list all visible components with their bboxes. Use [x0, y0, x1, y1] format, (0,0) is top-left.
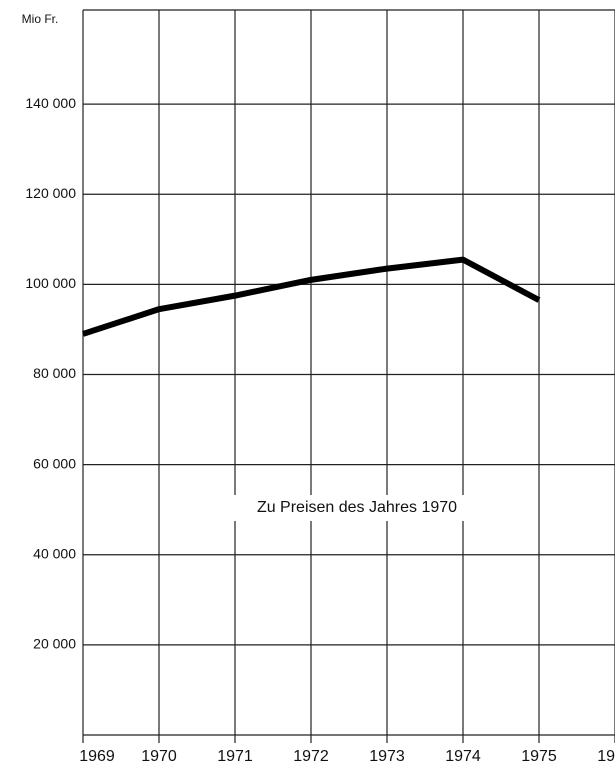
y-axis-label: Mio Fr.	[22, 12, 59, 26]
y-tick-label: 120 000	[25, 185, 76, 201]
x-tick-label: 1969	[79, 748, 115, 765]
annotation-background	[202, 495, 512, 521]
y-tick-label: 40 000	[33, 545, 76, 561]
y-tick-label: 140 000	[25, 95, 76, 111]
line	[82, 256, 541, 337]
x-tick-label: 1972	[293, 748, 329, 765]
y-tick-label: 20 000	[33, 636, 76, 652]
x-tick-label: 1975	[521, 748, 557, 765]
annotation: Zu Preisen des Jahres 1970	[257, 499, 457, 516]
x-tick-label: 1971	[217, 748, 253, 765]
y-tick-label: 100 000	[25, 275, 76, 291]
x-tick-label: 1973	[369, 748, 405, 765]
x-tick-label: 1976	[597, 748, 615, 765]
y-tick-label: 80 000	[33, 365, 76, 381]
y-tick-label: 60 000	[33, 455, 76, 471]
x-tick-label: 1970	[141, 748, 177, 765]
x-tick-label: 1974	[445, 748, 481, 765]
